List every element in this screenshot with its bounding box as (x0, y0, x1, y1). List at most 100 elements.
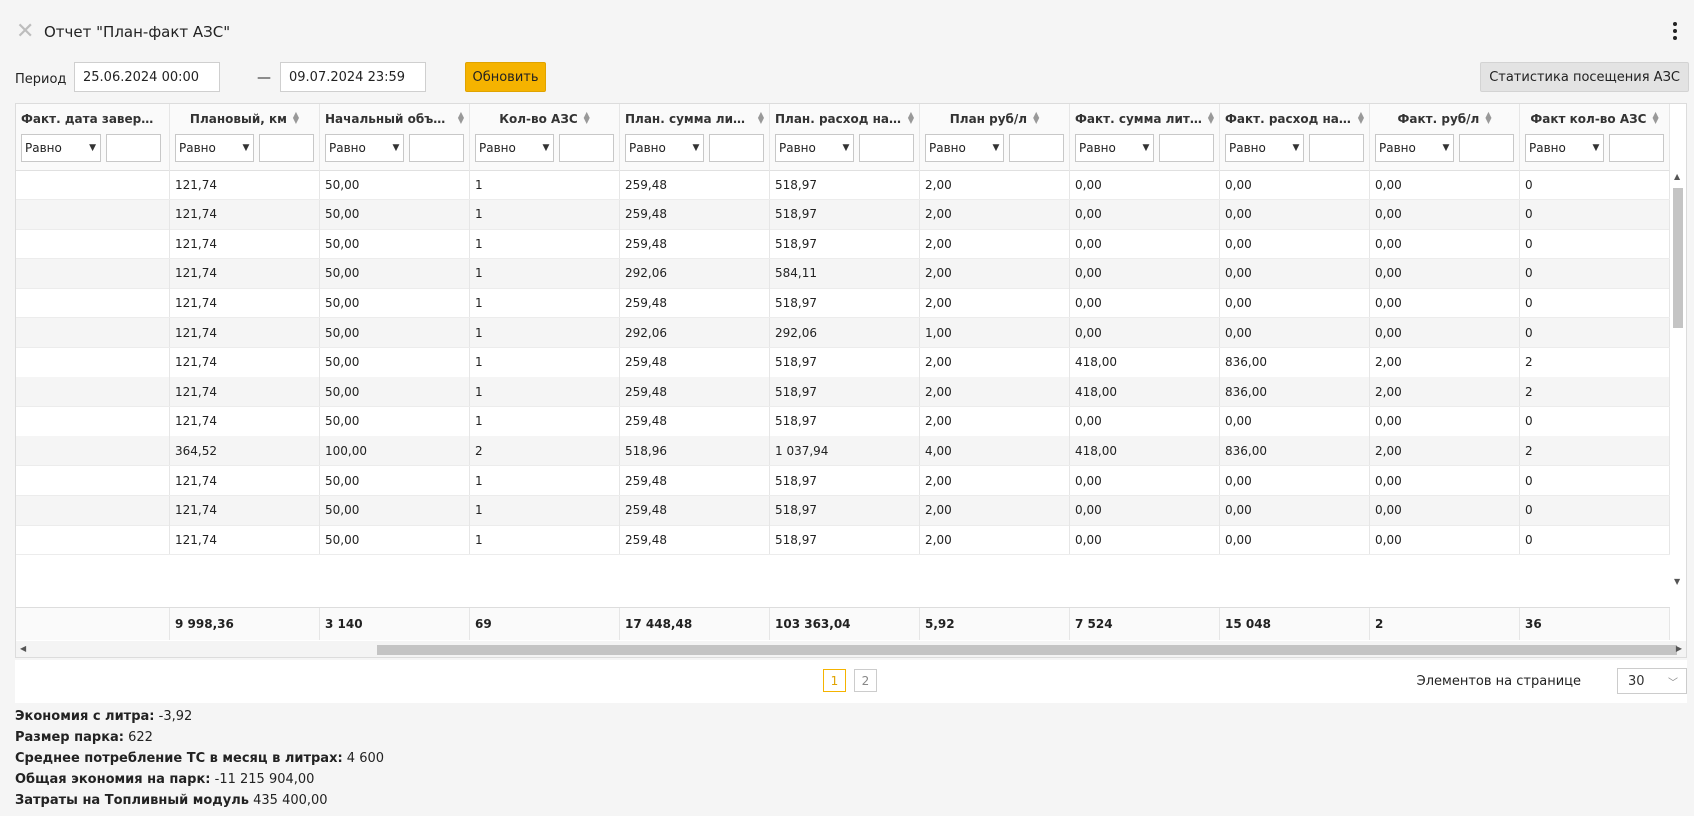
filter-value-input[interactable] (559, 134, 614, 162)
sort-icon[interactable]: ▲ ▼ (1207, 110, 1214, 125)
summary-line: Размер парка: 622 (15, 727, 384, 748)
filter-operator-select[interactable]: Равно ▼ (925, 134, 1005, 162)
per-page-select[interactable]: 30 ﹀ (1617, 668, 1687, 694)
column-header-label[interactable]: Плановый, км ▲ ▼ (175, 104, 314, 134)
filter-operator-select[interactable]: Равно ▼ (475, 134, 555, 162)
filter-value-input[interactable] (709, 134, 764, 162)
filter-value-input[interactable] (409, 134, 464, 162)
scroll-up-icon[interactable]: ▲ (1674, 172, 1681, 181)
table-cell: 2,00 (920, 288, 1070, 318)
filter-operator-select[interactable]: Равно ▼ (21, 134, 101, 162)
filter-value-input[interactable] (106, 134, 161, 162)
filter-value-input[interactable] (1309, 134, 1364, 162)
filter-operator-select[interactable]: Равно ▼ (1225, 134, 1305, 162)
table-row[interactable]: 121,74 50,00 1 259,48 518,97 2,00 0,00 0,00 0,00… (16, 495, 1670, 526)
horizontal-scrollbar[interactable]: ◀ ▶ (16, 641, 1686, 657)
more-menu-icon[interactable] (1668, 20, 1682, 42)
table-row[interactable]: 121,74 50,00 1 259,48 518,97 2,00 0,00 0,00 0,00… (16, 466, 1670, 496)
column-header-label[interactable]: Начальный объем, л ▲▼ (325, 104, 464, 134)
table-cell (16, 288, 170, 318)
table-cell: 418,00 (1070, 377, 1220, 407)
table-cell: 0,00 (1220, 406, 1370, 436)
table-cell: 0,00 (1220, 170, 1370, 199)
date-from-input[interactable] (74, 62, 220, 92)
date-to-input[interactable] (280, 62, 426, 92)
total-cell: 5,92 (920, 608, 1070, 640)
sort-icon[interactable]: ▲ ▼ (1652, 110, 1659, 125)
table-cell: 1 (470, 466, 620, 495)
table-cell: 50,00 (320, 318, 470, 347)
column-header-label[interactable]: Кол-во АЗС ▲ ▼ (475, 104, 614, 134)
sort-icon[interactable]: ▲ ▼ (1485, 110, 1492, 125)
column-header-label[interactable]: Факт кол-во АЗС ▲ ▼ (1525, 104, 1664, 134)
filter-operator-select[interactable]: Равно ▼ (1375, 134, 1455, 162)
filter-value-input[interactable] (859, 134, 914, 162)
vertical-scrollbar[interactable]: ▲ ▼ (1670, 170, 1686, 588)
table-cell: 0,00 (1370, 170, 1520, 199)
scroll-left-icon[interactable]: ◀ (20, 644, 27, 653)
table-cell (16, 199, 170, 229)
station-visit-stats-button[interactable]: Статистика посещения АЗС (1480, 62, 1689, 92)
column-header-label[interactable]: План руб/л ▲ ▼ (925, 104, 1064, 134)
vertical-scroll-thumb[interactable] (1673, 188, 1683, 328)
filter-value-input[interactable] (1009, 134, 1064, 162)
table-row[interactable]: 121,74 50,00 1 292,06 584,11 2,00 0,00 0,00 0,00… (16, 258, 1670, 289)
column-header-9: Факт. руб/л ▲ ▼ Равно ▼ (1370, 104, 1520, 170)
filter-operator-select[interactable]: Равно ▼ (625, 134, 705, 162)
sort-icon[interactable]: ▲ ▼ (292, 110, 300, 125)
filter-operator-select[interactable]: Равно ▼ (175, 134, 255, 162)
table-cell: 2 (470, 436, 620, 466)
table-cell: 259,48 (620, 199, 770, 229)
table-cell: 0,00 (1070, 406, 1220, 436)
table-cell: 0,00 (1220, 495, 1370, 525)
sort-icon[interactable]: ▲ ▼ (907, 110, 914, 125)
table-cell: 0,00 (1070, 318, 1220, 347)
table-row[interactable]: 364,52 100,00 2 518,96 1 037,94 4,00 418,00 836… (16, 436, 1670, 467)
table-cell: 50,00 (320, 199, 470, 229)
table-row[interactable]: 121,74 50,00 1 259,48 518,97 2,00 418,00 836,00… (16, 377, 1670, 408)
filter-value-input[interactable] (1159, 134, 1214, 162)
total-cell: 15 048 (1220, 608, 1370, 640)
column-header-label[interactable]: Факт. сумма литров, л ▲▼ (1075, 104, 1214, 134)
filter-value-input[interactable] (259, 134, 314, 162)
sort-icon[interactable]: ▲ ▼ (757, 110, 764, 125)
sort-icon[interactable]: ▲ ▼ (457, 110, 464, 125)
column-header-label[interactable]: Факт. руб/л ▲ ▼ (1375, 104, 1514, 134)
table-cell: 0,00 (1370, 199, 1520, 229)
filter-operator-select[interactable]: Равно ▼ (1075, 134, 1155, 162)
table-cell: 1,00 (920, 318, 1070, 347)
column-header-label[interactable]: Факт. дата завершен... (21, 104, 164, 134)
column-header-label[interactable]: Факт. расход на топл... ▲▼ (1225, 104, 1364, 134)
table-row[interactable]: 121,74 50,00 1 259,48 518,97 2,00 0,00 0,00 0,00… (16, 229, 1670, 260)
column-header-label[interactable]: План. расход на топл... ▲▼ (775, 104, 914, 134)
page-button-2[interactable]: 2 (854, 669, 877, 692)
horizontal-scroll-thumb[interactable] (377, 645, 1677, 655)
scroll-down-icon[interactable]: ▼ (1674, 577, 1681, 586)
table-cell: 259,48 (620, 525, 770, 555)
sort-icon[interactable]: ▲ ▼ (1033, 110, 1040, 125)
filter-value-input[interactable] (1609, 134, 1664, 162)
table-row[interactable]: 121,74 50,00 1 259,48 518,97 2,00 0,00 0,00 0,00… (16, 199, 1670, 230)
filter-operator-select[interactable]: Равно ▼ (1525, 134, 1605, 162)
column-title: План. сумма литров, л (625, 112, 752, 126)
table-cell: 1 037,94 (770, 436, 920, 466)
column-header-label[interactable]: План. сумма литров, л ▲▼ (625, 104, 764, 134)
filter-operator-select[interactable]: Равно ▼ (325, 134, 405, 162)
sort-icon[interactable]: ▲ ▼ (583, 110, 590, 125)
table-row[interactable]: 121,74 50,00 1 259,48 518,97 2,00 0,00 0,00 0,00… (16, 288, 1670, 319)
page-button-1[interactable]: 1 (823, 669, 846, 692)
table-row[interactable]: 121,74 50,00 1 259,48 518,97 2,00 0,00 0,00 0,00… (16, 406, 1670, 437)
scroll-right-icon[interactable]: ▶ (1675, 644, 1682, 653)
filter-operator-select[interactable]: Равно ▼ (775, 134, 855, 162)
sort-icon[interactable]: ▲ ▼ (1357, 110, 1364, 125)
table-cell: 0,00 (1070, 525, 1220, 555)
report-grid: Факт. дата завершен...Равно▼Плановый, км… (15, 103, 1687, 658)
filter-value-input[interactable] (1459, 134, 1514, 162)
table-row[interactable]: 121,74 50,00 1 259,48 518,97 2,00 0,00 0,00 0,00… (16, 170, 1670, 200)
chevron-down-icon: ▼ (842, 143, 850, 153)
refresh-button[interactable]: Обновить (465, 62, 546, 92)
table-row[interactable]: 121,74 50,00 1 259,48 518,97 2,00 0,00 0,00 0,00… (16, 525, 1670, 556)
table-row[interactable]: 121,74 50,00 1 259,48 518,97 2,00 418,00 836,00… (16, 347, 1670, 378)
table-row[interactable]: 121,74 50,00 1 292,06 292,06 1,00 0,00 0,00 0,00… (16, 318, 1670, 348)
close-icon[interactable]: ✕ (16, 19, 35, 44)
